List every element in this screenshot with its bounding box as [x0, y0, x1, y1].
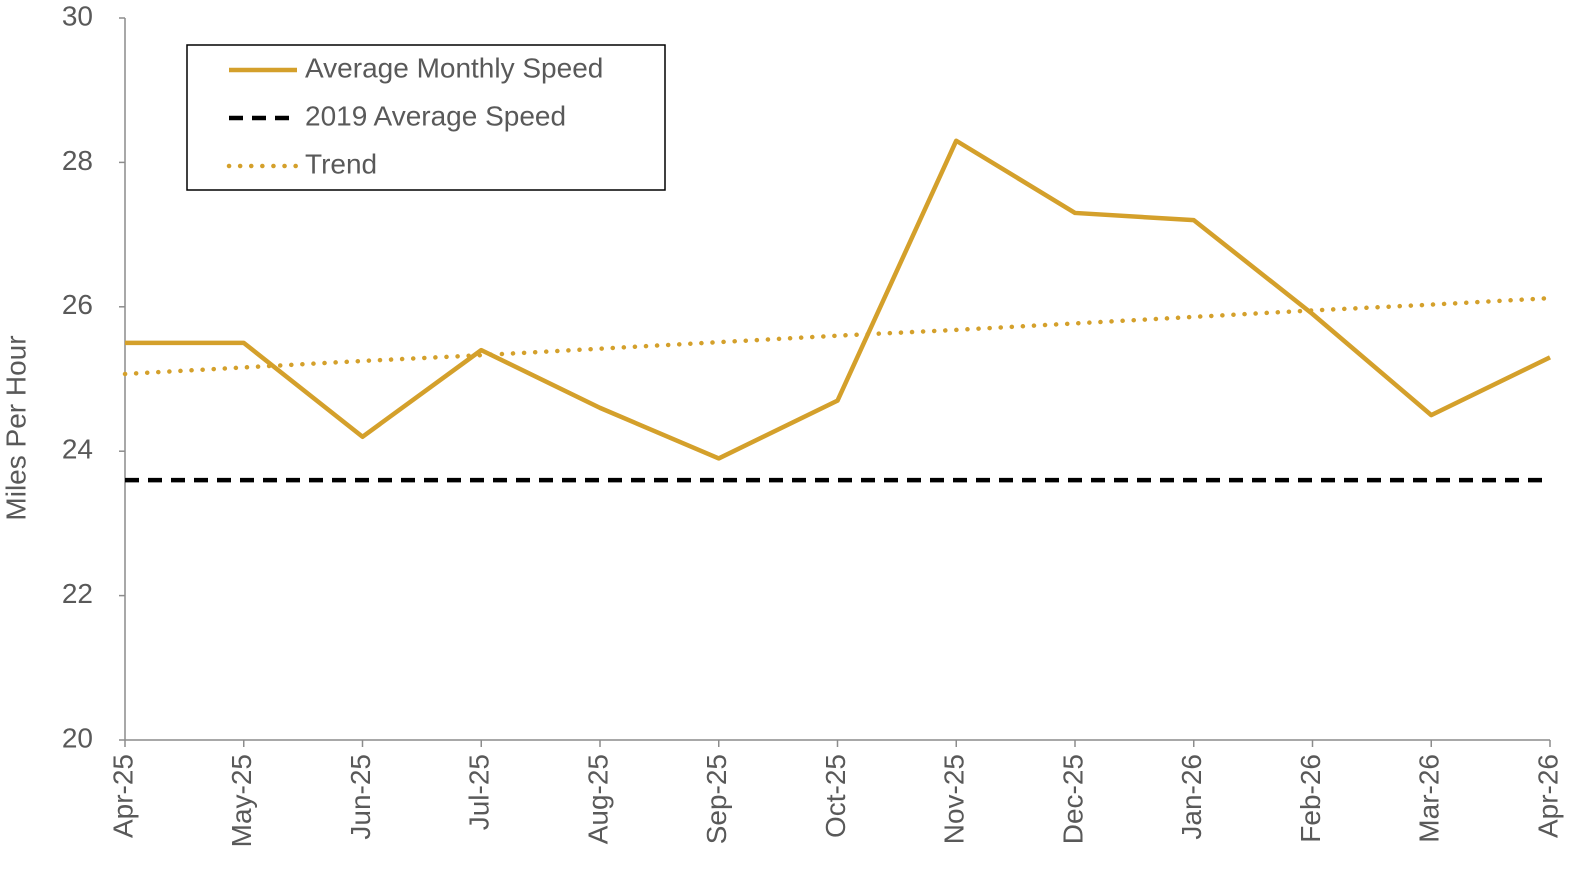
legend-label: Average Monthly Speed: [305, 52, 603, 83]
y-tick-label: 30: [62, 0, 93, 31]
x-tick-label: Sep-25: [701, 754, 732, 844]
x-tick-label: Jun-25: [345, 754, 376, 840]
x-tick-label: Apr-26: [1532, 754, 1563, 838]
x-tick-label: Jul-25: [464, 754, 495, 830]
y-axis-label: Miles Per Hour: [0, 335, 31, 520]
legend-label: Trend: [305, 148, 377, 179]
x-tick-label: Aug-25: [582, 754, 613, 844]
x-tick-label: Apr-25: [107, 754, 138, 838]
y-tick-label: 22: [62, 578, 93, 609]
y-tick-label: 28: [62, 145, 93, 176]
x-tick-label: Nov-25: [939, 754, 970, 844]
y-tick-label: 24: [62, 434, 93, 465]
series-line: [125, 138, 1551, 461]
x-tick-label: Dec-25: [1057, 754, 1088, 844]
series-line: [122, 295, 1553, 377]
y-tick-label: 26: [62, 289, 93, 320]
x-tick-label: Jan-26: [1176, 754, 1207, 840]
x-tick-label: May-25: [226, 754, 257, 847]
x-tick-label: Feb-26: [1295, 754, 1326, 843]
y-tick-label: 20: [62, 722, 93, 753]
legend-label: 2019 Average Speed: [305, 100, 566, 131]
x-tick-label: Mar-26: [1414, 754, 1445, 843]
x-tick-label: Oct-25: [820, 754, 851, 838]
